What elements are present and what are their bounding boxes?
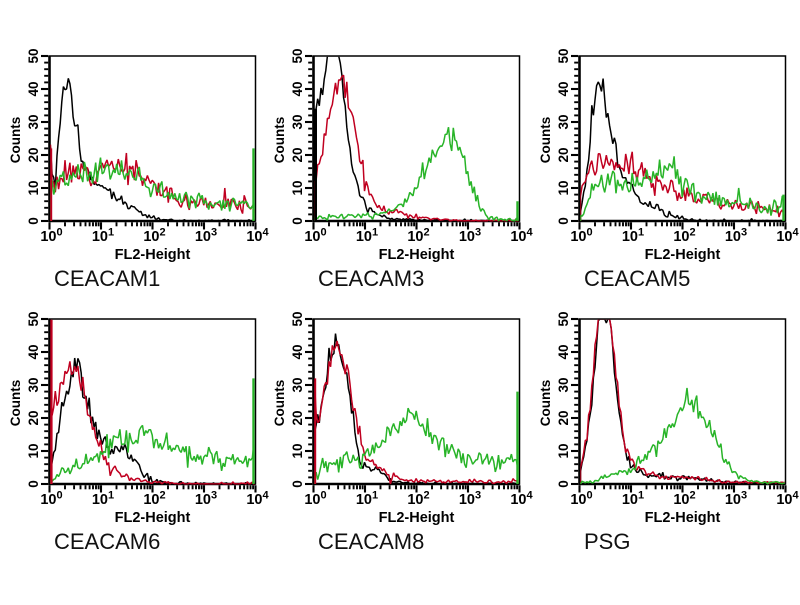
svg-text:40: 40 (26, 344, 41, 359)
svg-text:10: 10 (26, 443, 41, 458)
svg-text:0: 0 (26, 217, 41, 225)
svg-text:20: 20 (290, 147, 305, 162)
svg-text:FL2-Height: FL2-Height (379, 247, 455, 263)
svg-text:10: 10 (556, 180, 571, 195)
svg-text:CEACAM1: CEACAM1 (54, 266, 160, 291)
svg-text:30: 30 (26, 114, 41, 129)
svg-text:30: 30 (556, 377, 571, 392)
svg-text:Counts: Counts (272, 117, 287, 164)
svg-text:Counts: Counts (538, 380, 553, 427)
svg-text:0: 0 (290, 217, 305, 225)
svg-text:50: 50 (26, 311, 41, 326)
svg-text:30: 30 (290, 114, 305, 129)
svg-text:20: 20 (290, 410, 305, 425)
svg-text:Counts: Counts (538, 117, 553, 164)
svg-text:30: 30 (26, 377, 41, 392)
svg-text:30: 30 (556, 114, 571, 129)
svg-text:20: 20 (26, 147, 41, 162)
svg-text:40: 40 (290, 81, 305, 96)
svg-text:10: 10 (290, 180, 305, 195)
svg-text:FL2-Height: FL2-Height (645, 247, 721, 263)
svg-text:50: 50 (26, 48, 41, 63)
svg-text:CEACAM5: CEACAM5 (584, 266, 690, 291)
svg-text:20: 20 (556, 410, 571, 425)
svg-text:20: 20 (26, 410, 41, 425)
svg-text:10: 10 (26, 180, 41, 195)
svg-text:0: 0 (556, 480, 571, 488)
svg-text:FL2-Height: FL2-Height (379, 510, 455, 526)
svg-text:CEACAM3: CEACAM3 (318, 266, 424, 291)
svg-text:50: 50 (556, 311, 571, 326)
svg-text:Counts: Counts (8, 117, 23, 164)
svg-text:50: 50 (290, 311, 305, 326)
svg-text:CEACAM6: CEACAM6 (54, 529, 160, 554)
svg-text:Counts: Counts (272, 380, 287, 427)
svg-text:10: 10 (556, 443, 571, 458)
svg-text:40: 40 (290, 344, 305, 359)
svg-text:FL2-Height: FL2-Height (645, 510, 721, 526)
svg-text:0: 0 (290, 480, 305, 488)
svg-text:10: 10 (290, 443, 305, 458)
svg-text:FL2-Height: FL2-Height (115, 510, 191, 526)
svg-text:50: 50 (556, 48, 571, 63)
svg-text:PSG: PSG (584, 529, 630, 554)
svg-text:0: 0 (556, 217, 571, 225)
svg-text:CEACAM8: CEACAM8 (318, 529, 424, 554)
svg-text:FL2-Height: FL2-Height (115, 247, 191, 263)
svg-text:0: 0 (26, 480, 41, 488)
svg-text:Counts: Counts (8, 380, 23, 427)
svg-text:40: 40 (556, 344, 571, 359)
svg-text:20: 20 (556, 147, 571, 162)
svg-text:40: 40 (26, 81, 41, 96)
svg-text:50: 50 (290, 48, 305, 63)
svg-text:30: 30 (290, 377, 305, 392)
svg-text:40: 40 (556, 81, 571, 96)
